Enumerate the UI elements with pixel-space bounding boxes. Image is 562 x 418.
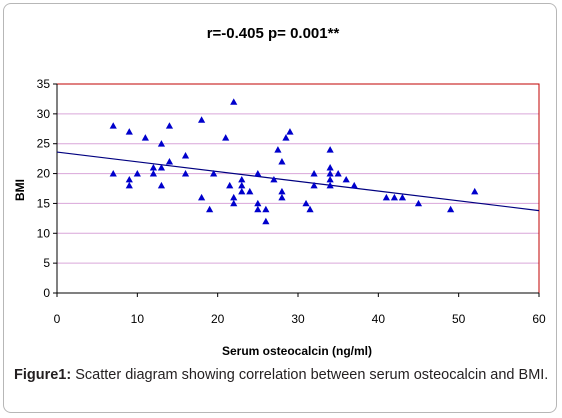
data-point [254,169,262,177]
data-point [414,199,423,207]
data-point [471,187,479,195]
data-point [350,181,358,189]
x-axis-label: Serum osteocalcin (ng/ml) [222,344,372,358]
data-point [326,181,334,189]
x-tick-label: 50 [452,312,466,326]
data-point [181,152,190,159]
y-tick-label: 25 [37,137,51,151]
data-point [198,193,206,201]
data-point [398,193,407,201]
y-tick-label: 10 [37,226,51,240]
data-point [238,175,246,183]
gridlines [57,83,539,264]
data-point [447,205,455,213]
y-axis-label: BMI [13,179,27,201]
data-point [198,116,206,123]
x-tick-label: 10 [131,312,145,326]
figure-frame [3,3,557,413]
data-point [286,128,294,135]
data-point [230,193,238,201]
data-point [149,169,157,177]
data-point [326,146,334,153]
data-point [306,205,314,213]
data-point [230,199,238,207]
caption-text: Scatter diagram showing correlation betw… [71,367,549,383]
y-tick-label: 35 [37,77,51,91]
data-point [310,169,318,177]
x-tick-label: 20 [211,312,225,326]
data-point [125,181,133,189]
data-point [157,181,166,189]
y-tick-label: 30 [37,107,51,121]
data-point [125,175,133,183]
data-point [334,169,342,177]
data-point [382,193,390,201]
data-point [125,128,133,135]
y-tick-label: 5 [43,256,50,270]
data-point [133,169,141,177]
data-point [270,175,278,183]
caption-label: Figure1: [14,367,72,383]
data-point [246,187,254,195]
data-point [238,181,246,189]
data-point [326,175,334,183]
data-point [262,205,270,213]
data-point [157,140,166,147]
plot-area-border [56,83,540,294]
data-point [109,169,117,177]
data-point [390,193,398,201]
data-point [222,134,230,141]
data-point [262,217,270,225]
y-tick-label: 20 [37,167,51,181]
chart-title: r=-0.405 p= 0.001** [207,25,340,42]
data-point [278,193,286,201]
data-point [230,98,238,105]
x-tick-label: 40 [372,312,386,326]
trendline [56,151,540,212]
x-tick-label: 0 [54,312,61,326]
data-point [274,146,282,153]
data-point [210,169,218,177]
data-point [157,164,166,171]
data-point [206,205,214,213]
x-tick-label: 60 [532,312,546,326]
data-point [310,181,318,189]
data-point [165,122,174,129]
data-point [149,164,157,171]
data-point [302,199,310,207]
data-point [326,164,334,171]
data-point [282,134,290,141]
data-points [109,98,479,225]
data-point [254,199,262,207]
axes: 0 5 10 15 20 25 30 35 0 10 20 30 40 50 60 [37,77,546,326]
data-point [141,134,149,141]
data-point [181,169,190,177]
data-point [109,122,117,129]
data-point [226,181,234,189]
data-point [238,187,246,195]
x-tick-label: 30 [291,312,305,326]
data-point [342,175,350,183]
data-point [278,187,286,195]
y-tick-label: 0 [43,286,50,300]
data-point [278,158,286,165]
figure-caption: Figure1: Scatter diagram showing correla… [14,367,550,384]
data-point [254,205,262,213]
data-point [326,169,334,177]
data-point [165,158,174,165]
y-tick-label: 15 [37,196,51,210]
